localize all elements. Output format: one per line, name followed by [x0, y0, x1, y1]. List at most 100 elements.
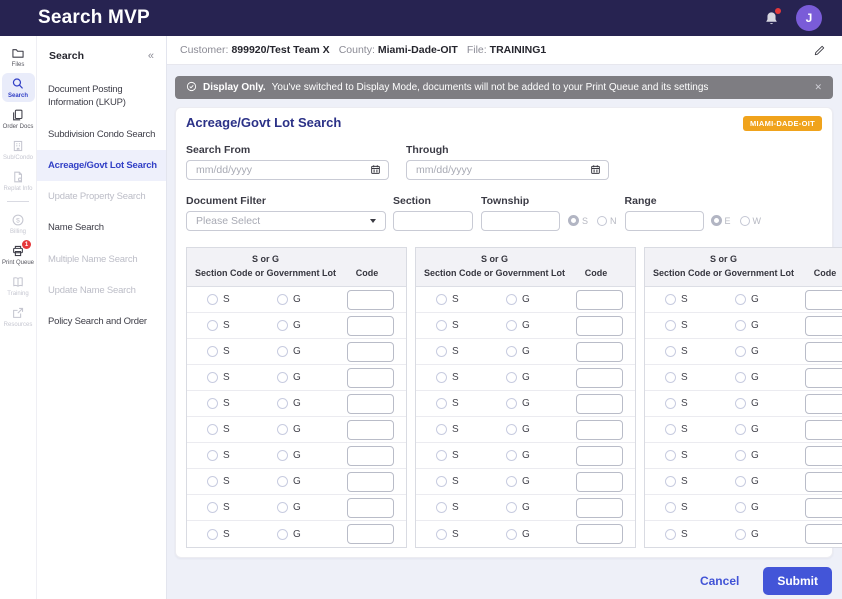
radio-option-s[interactable]: S: [436, 372, 506, 383]
radio-g[interactable]: [506, 528, 518, 540]
radio-s[interactable]: [207, 450, 218, 461]
code-input[interactable]: [347, 367, 395, 388]
radio-option-s[interactable]: S: [665, 320, 735, 331]
radio-option-s[interactable]: S: [207, 424, 277, 435]
radio-g[interactable]: [735, 528, 747, 540]
radio-option-g[interactable]: G: [506, 476, 576, 487]
radio-g[interactable]: [277, 398, 289, 409]
section-input[interactable]: [393, 211, 473, 231]
radio-option-s[interactable]: S: [665, 528, 735, 540]
radio-s[interactable]: [436, 372, 448, 383]
code-input[interactable]: [347, 524, 395, 544]
radio-option-g[interactable]: G: [506, 528, 576, 540]
radio-s[interactable]: [665, 372, 677, 383]
code-input[interactable]: [576, 315, 624, 336]
radio-option-g[interactable]: G: [735, 372, 805, 383]
document-filter-select[interactable]: Please Select: [186, 211, 386, 231]
radio-s[interactable]: [436, 294, 448, 305]
radio-g[interactable]: [735, 372, 747, 383]
notifications-button[interactable]: [763, 7, 781, 27]
radio-option-s[interactable]: S: [207, 528, 277, 540]
radio-option-g[interactable]: G: [506, 346, 576, 357]
code-input[interactable]: [347, 393, 395, 414]
rail-item-files[interactable]: Files: [2, 42, 35, 71]
radio-s[interactable]: [665, 294, 677, 305]
radio-option-g[interactable]: G: [277, 528, 347, 540]
radio-s[interactable]: [207, 424, 218, 435]
radio-g[interactable]: [506, 502, 518, 513]
code-input[interactable]: [805, 289, 842, 310]
radio-option-s[interactable]: S: [207, 294, 277, 305]
radio-s[interactable]: [665, 320, 677, 331]
radio-option-s[interactable]: S: [665, 502, 735, 513]
radio-option-s[interactable]: S: [665, 346, 735, 357]
radio-option-g[interactable]: G: [506, 398, 576, 409]
code-input[interactable]: [805, 471, 842, 492]
radio-s[interactable]: [665, 450, 677, 461]
radio-option-g[interactable]: G: [735, 528, 805, 540]
radio-option-g[interactable]: G: [277, 346, 347, 357]
radio-g[interactable]: [735, 294, 747, 305]
code-input[interactable]: [576, 419, 624, 440]
avatar[interactable]: J: [796, 5, 822, 31]
radio-option-s[interactable]: S: [436, 424, 506, 435]
radio-s[interactable]: [207, 320, 218, 331]
radio-s[interactable]: [665, 528, 677, 540]
code-input[interactable]: [347, 497, 395, 518]
radio-g[interactable]: [506, 294, 518, 305]
radio-g[interactable]: [735, 424, 747, 435]
radio-option-s[interactable]: S: [207, 346, 277, 357]
code-input[interactable]: [805, 497, 842, 518]
sidebar-item-subdivision-condo[interactable]: Subdivision Condo Search: [48, 128, 156, 140]
radio-option-g[interactable]: G: [277, 398, 347, 409]
radio-s[interactable]: [207, 476, 218, 487]
radio-s[interactable]: [665, 346, 677, 357]
radio-option-g[interactable]: G: [735, 294, 805, 305]
radio-g[interactable]: [735, 346, 747, 357]
radio-option-s[interactable]: S: [207, 476, 277, 487]
code-input[interactable]: [576, 445, 624, 466]
radio-s[interactable]: [207, 294, 218, 305]
cancel-button[interactable]: Cancel: [699, 574, 740, 588]
radio-s[interactable]: [665, 398, 677, 409]
radio-s[interactable]: [436, 450, 448, 461]
radio-option-g[interactable]: G: [277, 476, 347, 487]
radio-s[interactable]: [436, 398, 448, 409]
search-from-input[interactable]: [186, 160, 389, 180]
radio-option-g[interactable]: G: [506, 450, 576, 461]
code-input[interactable]: [805, 524, 842, 544]
radio-s[interactable]: [436, 502, 448, 513]
code-input[interactable]: [576, 341, 624, 362]
radio-g[interactable]: [506, 398, 518, 409]
radio-option-s[interactable]: S: [207, 398, 277, 409]
radio-option-g[interactable]: G: [735, 424, 805, 435]
code-input[interactable]: [576, 367, 624, 388]
radio-g[interactable]: [506, 476, 518, 487]
radio-s[interactable]: [207, 502, 218, 513]
collapse-sidebar-icon[interactable]: «: [147, 49, 154, 62]
radio-g[interactable]: [506, 346, 518, 357]
radio-option-g[interactable]: G: [277, 320, 347, 331]
radio-s[interactable]: [665, 502, 677, 513]
radio-g[interactable]: [277, 502, 289, 513]
radio-option-s[interactable]: S: [436, 320, 506, 331]
radio-option-s[interactable]: S: [436, 502, 506, 513]
code-input[interactable]: [347, 289, 395, 310]
radio-option-s[interactable]: S: [207, 320, 277, 331]
radio-option-g[interactable]: G: [506, 502, 576, 513]
radio-option-s[interactable]: S: [436, 398, 506, 409]
radio-option-s[interactable]: S: [436, 294, 506, 305]
radio-option-g[interactable]: G: [735, 502, 805, 513]
township-input[interactable]: [481, 211, 560, 231]
radio-option-s[interactable]: S: [665, 398, 735, 409]
radio-g[interactable]: [506, 424, 518, 435]
radio-g[interactable]: [735, 398, 747, 409]
radio-g[interactable]: [277, 450, 289, 461]
radio-option-g[interactable]: G: [277, 424, 347, 435]
radio-option-g[interactable]: G: [735, 450, 805, 461]
radio-s[interactable]: [436, 476, 448, 487]
submit-button[interactable]: Submit: [763, 567, 832, 595]
through-input[interactable]: [406, 160, 609, 180]
radio-s[interactable]: [207, 346, 218, 357]
radio-option-g[interactable]: G: [506, 320, 576, 331]
